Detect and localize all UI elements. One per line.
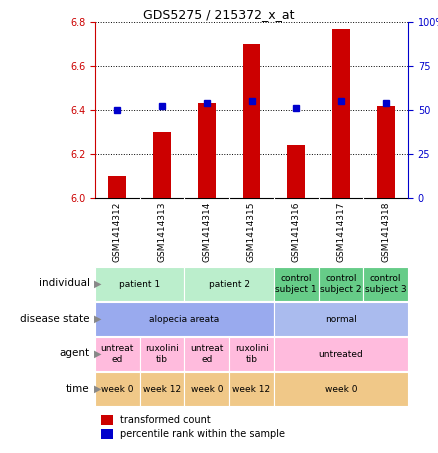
Text: ▶: ▶ [94, 384, 102, 394]
Text: percentile rank within the sample: percentile rank within the sample [120, 429, 285, 439]
Bar [229, 372, 274, 406]
Bar [184, 267, 274, 301]
Text: alopecia areata: alopecia areata [149, 315, 219, 324]
Bar [140, 337, 184, 371]
Text: patient 2: patient 2 [208, 280, 250, 289]
Bar [184, 337, 229, 371]
Text: disease state: disease state [20, 313, 90, 323]
Bar [95, 267, 184, 301]
Bar [95, 372, 140, 406]
Bar [274, 372, 408, 406]
Text: GSM1414312: GSM1414312 [113, 202, 122, 262]
Text: untreated: untreated [318, 350, 363, 359]
Text: ▶: ▶ [94, 348, 102, 358]
Bar [243, 44, 261, 198]
Text: GSM1414314: GSM1414314 [202, 202, 211, 262]
Text: individual: individual [39, 279, 90, 289]
Text: agent: agent [60, 348, 90, 358]
Text: untreat
ed: untreat ed [190, 344, 223, 364]
Text: ▶: ▶ [94, 279, 102, 289]
Text: week 0: week 0 [101, 385, 134, 394]
Bar [184, 372, 229, 406]
Text: week 12: week 12 [143, 385, 181, 394]
Text: week 0: week 0 [325, 385, 357, 394]
Text: patient 1: patient 1 [119, 280, 160, 289]
Text: ruxolini
tib: ruxolini tib [235, 344, 268, 364]
Bar [95, 302, 274, 336]
Text: GSM1414313: GSM1414313 [158, 202, 166, 262]
Bar [332, 29, 350, 198]
Text: transformed count: transformed count [120, 415, 210, 425]
Text: ruxolini
tib: ruxolini tib [145, 344, 179, 364]
Bar [318, 267, 363, 301]
Text: GDS5275 / 215372_x_at: GDS5275 / 215372_x_at [143, 8, 295, 21]
Text: GSM1414318: GSM1414318 [381, 202, 390, 262]
Text: control
subject 2: control subject 2 [320, 275, 362, 294]
Bar [153, 132, 171, 198]
Text: week 0: week 0 [191, 385, 223, 394]
Bar [198, 103, 216, 198]
Text: normal: normal [325, 315, 357, 324]
Text: time: time [66, 384, 90, 394]
Text: control
subject 3: control subject 3 [365, 275, 406, 294]
Bar [274, 267, 318, 301]
Text: untreat
ed: untreat ed [101, 344, 134, 364]
Text: GSM1414316: GSM1414316 [292, 202, 301, 262]
Bar [274, 337, 408, 371]
Bar [287, 145, 305, 198]
Bar [140, 372, 184, 406]
Text: GSM1414315: GSM1414315 [247, 202, 256, 262]
Text: GSM1414317: GSM1414317 [336, 202, 346, 262]
Text: ▶: ▶ [94, 313, 102, 323]
Bar [377, 106, 395, 198]
Text: week 12: week 12 [233, 385, 271, 394]
Bar [274, 302, 408, 336]
Bar [109, 176, 126, 198]
Text: control
subject 1: control subject 1 [276, 275, 317, 294]
Bar [229, 337, 274, 371]
Bar [363, 267, 408, 301]
Bar [95, 337, 140, 371]
